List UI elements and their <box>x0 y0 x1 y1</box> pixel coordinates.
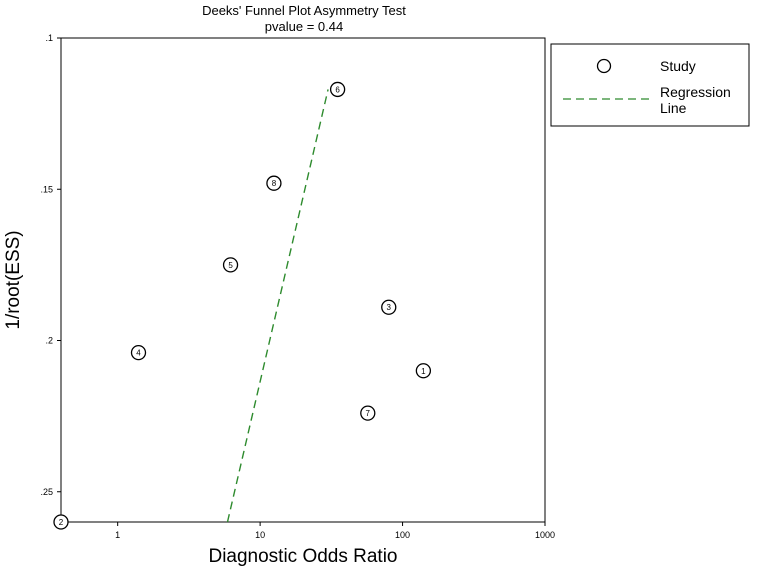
legend-regression-label-line1: Regression <box>660 84 731 100</box>
study-point-label: 8 <box>272 179 277 188</box>
study-point-marker <box>53 514 69 530</box>
y-tick-label: .1 <box>45 33 53 43</box>
x-tick-label: 1 <box>115 530 120 540</box>
study-point-label: 6 <box>335 85 340 94</box>
study-point-marker <box>222 257 239 273</box>
x-tick-label: 1000 <box>535 530 555 540</box>
study-point-marker <box>130 344 147 361</box>
y-tick-label: .25 <box>40 487 53 497</box>
study-point-8: 8 <box>266 175 282 191</box>
y-tick-label: .15 <box>40 184 53 194</box>
study-point-marker <box>360 405 376 421</box>
x-tick-label: 10 <box>255 530 265 540</box>
legend-regression-label-line2: Line <box>660 100 687 116</box>
legend-study-marker <box>596 58 612 74</box>
x-axis-ticks: 1 10 100 1000 <box>115 522 555 540</box>
study-point-label: 1 <box>421 367 426 376</box>
study-point-5: 5 <box>222 257 239 273</box>
regression-line <box>226 89 329 523</box>
regression-layer <box>226 89 329 523</box>
y-tick-label: .2 <box>45 336 53 346</box>
study-point-3: 3 <box>381 299 397 315</box>
plot-frame <box>60 37 546 523</box>
study-points-layer: 1 2 3 4 5 6 7 8 <box>53 81 432 530</box>
study-point-label: 7 <box>366 409 371 418</box>
study-point-label: 2 <box>59 518 64 527</box>
study-point-marker <box>329 81 346 98</box>
legend: Study Regression Line <box>550 43 750 127</box>
study-point-6: 6 <box>329 81 346 98</box>
legend-study-label: Study <box>660 58 696 74</box>
chart-title: Deeks' Funnel Plot Asymmetry Test <box>202 3 406 18</box>
x-tick-label: 100 <box>395 530 410 540</box>
study-point-label: 5 <box>228 261 233 270</box>
x-axis-label: Diagnostic Odds Ratio <box>208 546 397 567</box>
study-point-label: 4 <box>136 349 141 358</box>
study-point-1: 1 <box>415 363 432 379</box>
study-point-4: 4 <box>130 344 147 361</box>
y-axis-label: 1/root(ESS) <box>3 230 24 329</box>
chart-subtitle: pvalue = 0.44 <box>265 19 343 34</box>
legend-box <box>550 43 750 127</box>
study-point-marker <box>266 175 282 191</box>
study-point-marker <box>415 363 432 379</box>
study-point-marker <box>381 299 397 315</box>
study-point-2: 2 <box>53 514 69 530</box>
study-point-label: 3 <box>387 303 392 312</box>
study-point-7: 7 <box>360 405 376 421</box>
y-axis-ticks: .1 .15 .2 .25 <box>40 33 61 497</box>
